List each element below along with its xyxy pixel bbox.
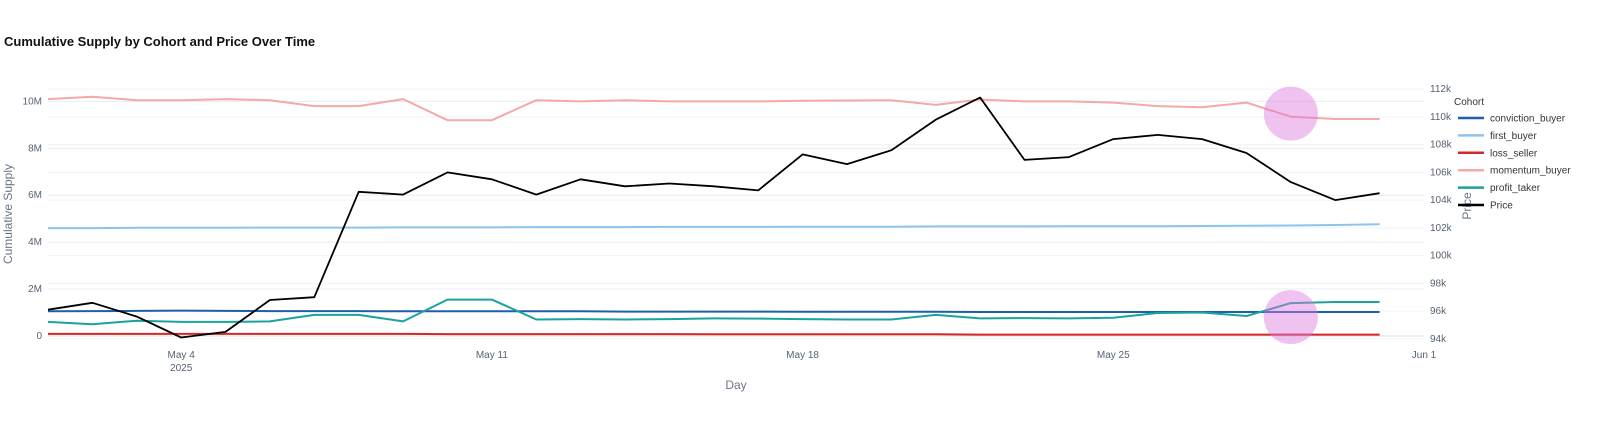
legend-label-loss-seller: loss_seller bbox=[1490, 148, 1538, 159]
y-tick-label: 2M bbox=[28, 284, 42, 295]
x-tick-label: May 18 bbox=[786, 350, 819, 361]
x-tick-label: May 11 bbox=[476, 350, 508, 361]
y2-tick-label: 98k bbox=[1430, 278, 1447, 289]
y-tick-label: 4M bbox=[28, 237, 42, 248]
series-line-Price[interactable] bbox=[47, 96, 1380, 339]
y-tick-label: 0 bbox=[36, 331, 42, 342]
legend-label-profit-taker: profit_taker bbox=[1490, 183, 1541, 194]
x-tick-label: May 25 bbox=[1097, 350, 1130, 361]
y-tick-label: 6M bbox=[28, 190, 42, 201]
y2-tick-label: 100k bbox=[1430, 251, 1453, 262]
highlight-marker bbox=[1263, 290, 1318, 345]
legend-title: Cohort bbox=[1454, 97, 1484, 108]
series-line-first-buyer[interactable] bbox=[48, 223, 1380, 230]
x-tick-sublabel: 2025 bbox=[170, 363, 193, 374]
y-tick-label: 8M bbox=[28, 143, 42, 154]
x-tick-label: May 4 bbox=[168, 350, 196, 361]
highlight-marker bbox=[1263, 86, 1318, 141]
y-tick-label: 10M bbox=[23, 96, 42, 107]
y2-tick-label: 106k bbox=[1430, 167, 1453, 178]
series-line-momentum-buyer[interactable] bbox=[47, 95, 1380, 122]
x-tick-label: Jun 1 bbox=[1412, 350, 1437, 361]
series-line-loss-seller[interactable] bbox=[48, 332, 1380, 336]
legend-label-momentum-buyer: momentum_buyer bbox=[1490, 166, 1571, 177]
y2-tick-label: 108k bbox=[1430, 140, 1453, 151]
y2-tick-label: 110k bbox=[1430, 112, 1452, 123]
series-line-profit-taker[interactable] bbox=[47, 298, 1380, 326]
chart-title: Cumulative Supply by Cohort and Price Ov… bbox=[4, 34, 316, 49]
y2-tick-label: 96k bbox=[1430, 306, 1447, 317]
y-axis-title: Cumulative Supply bbox=[1, 164, 15, 264]
legend-label-conviction-buyer: conviction_buyer bbox=[1490, 114, 1566, 125]
y2-tick-label: 104k bbox=[1430, 195, 1453, 206]
legend-label-first-buyer: first_buyer bbox=[1490, 131, 1537, 142]
y2-tick-label: 102k bbox=[1430, 223, 1453, 234]
y2-tick-label: 112k bbox=[1430, 84, 1452, 95]
y2-tick-label: 94k bbox=[1430, 334, 1447, 345]
x-axis-title: Day bbox=[725, 378, 746, 392]
legend-label-Price: Price bbox=[1490, 201, 1513, 212]
